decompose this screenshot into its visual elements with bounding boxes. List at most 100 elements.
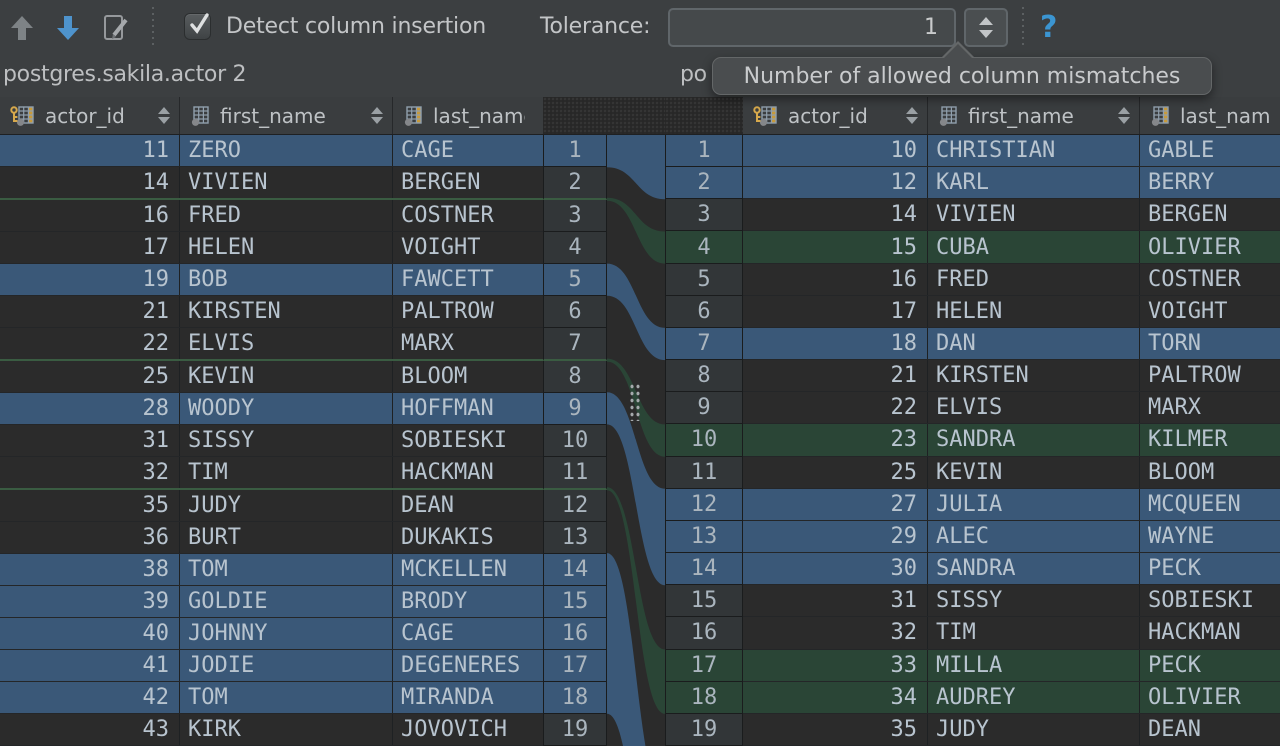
cell-first-name[interactable]: AUDREY xyxy=(928,681,1140,713)
cell-actor-id[interactable]: 35 xyxy=(0,490,180,521)
cell-first-name[interactable]: SANDRA xyxy=(928,553,1140,585)
cell-actor-id[interactable]: 30 xyxy=(743,553,928,585)
cell-actor-id[interactable]: 25 xyxy=(743,456,928,488)
cell-first-name[interactable]: JOHNNY xyxy=(180,618,393,649)
cell-actor-id[interactable]: 43 xyxy=(0,714,180,745)
cell-actor-id[interactable]: 35 xyxy=(743,713,928,745)
cell-first-name[interactable]: KIRSTEN xyxy=(180,296,393,327)
cell-first-name[interactable]: KEVIN xyxy=(180,361,393,392)
row-number[interactable]: 7 xyxy=(543,328,607,361)
cell-last-name[interactable]: BERGEN xyxy=(1148,202,1228,228)
cell-last-name[interactable]: DEGENERES xyxy=(401,653,521,678)
cell-last-name[interactable]: BERRY xyxy=(1148,170,1215,196)
cell-first-name[interactable]: HELEN xyxy=(928,295,1140,327)
cell-last-name[interactable]: KILMER xyxy=(1148,427,1228,453)
cell-actor-id[interactable]: 36 xyxy=(0,522,180,553)
detect-column-insertion-checkbox[interactable] xyxy=(184,13,211,40)
column-header-actor_id[interactable]: actor_id xyxy=(0,97,180,134)
row-number[interactable]: 4 xyxy=(665,231,743,264)
cell-last-name[interactable]: MIRANDA xyxy=(401,685,494,710)
cell-first-name[interactable]: SISSY xyxy=(928,585,1140,617)
cell-actor-id[interactable]: 22 xyxy=(743,392,928,424)
row-number[interactable]: 13 xyxy=(665,520,743,554)
sort-arrows-icon[interactable] xyxy=(371,107,383,124)
cell-last-name[interactable]: VOIGHT xyxy=(401,235,481,260)
cell-actor-id[interactable]: 40 xyxy=(0,618,180,649)
cell-actor-id[interactable]: 17 xyxy=(743,295,928,327)
cell-actor-id[interactable]: 19 xyxy=(0,264,180,295)
cell-last-name[interactable]: DEAN xyxy=(1148,716,1201,742)
cell-last-name[interactable]: HACKMAN xyxy=(1148,620,1241,646)
cell-first-name[interactable]: BURT xyxy=(180,522,393,553)
row-number[interactable]: 9 xyxy=(665,392,743,425)
cell-actor-id[interactable]: 11 xyxy=(0,135,180,166)
cell-actor-id[interactable]: 18 xyxy=(743,327,928,360)
cell-last-name[interactable]: VOIGHT xyxy=(1148,298,1228,324)
row-number[interactable]: 11 xyxy=(543,457,607,490)
cell-last-name[interactable]: MCQUEEN xyxy=(1148,491,1241,517)
row-number[interactable]: 11 xyxy=(665,456,743,489)
row-number[interactable]: 10 xyxy=(543,425,607,457)
cell-first-name[interactable]: FRED xyxy=(180,200,393,231)
cell-last-name[interactable]: GABLE xyxy=(1148,138,1215,164)
cell-last-name[interactable]: COSTNER xyxy=(401,203,494,228)
row-number[interactable]: 14 xyxy=(543,554,607,586)
row-number[interactable]: 3 xyxy=(665,199,743,232)
cell-first-name[interactable]: KEVIN xyxy=(928,456,1140,488)
cell-last-name[interactable]: DEAN xyxy=(401,493,454,518)
cell-first-name[interactable]: KIRK xyxy=(180,714,393,745)
cell-last-name[interactable]: SOBIESKI xyxy=(401,428,507,453)
row-number[interactable]: 19 xyxy=(543,714,607,746)
edit-icon[interactable] xyxy=(100,12,132,44)
cell-last-name[interactable]: CAGE xyxy=(401,621,454,646)
help-icon[interactable]: ? xyxy=(1040,10,1058,45)
cell-actor-id[interactable]: 25 xyxy=(0,361,180,392)
sort-arrows-icon[interactable] xyxy=(906,107,918,124)
cell-first-name[interactable]: ALEC xyxy=(928,520,1140,553)
cell-actor-id[interactable]: 21 xyxy=(0,296,180,327)
cell-actor-id[interactable]: 38 xyxy=(0,554,180,585)
cell-first-name[interactable]: KARL xyxy=(928,167,1140,199)
cell-first-name[interactable]: BOB xyxy=(180,264,393,295)
row-number[interactable]: 8 xyxy=(543,361,607,393)
cell-first-name[interactable]: VIVIEN xyxy=(928,199,1140,231)
cell-actor-id[interactable]: 32 xyxy=(743,617,928,649)
cell-first-name[interactable]: MILLA xyxy=(928,649,1140,681)
row-number[interactable]: 3 xyxy=(543,200,607,232)
tolerance-input[interactable]: 1 xyxy=(668,8,956,47)
cell-first-name[interactable]: GOLDIE xyxy=(180,586,393,617)
cell-actor-id[interactable]: 32 xyxy=(0,457,180,488)
cell-first-name[interactable]: SISSY xyxy=(180,425,393,456)
cell-actor-id[interactable]: 31 xyxy=(743,585,928,617)
cell-actor-id[interactable]: 41 xyxy=(0,650,180,681)
column-header-actor_id[interactable]: actor_id xyxy=(743,97,928,134)
cell-first-name[interactable]: HELEN xyxy=(180,232,393,263)
tolerance-stepper[interactable] xyxy=(964,8,1008,47)
cell-actor-id[interactable]: 17 xyxy=(0,232,180,263)
cell-first-name[interactable]: ELVIS xyxy=(180,328,393,359)
row-number[interactable]: 5 xyxy=(543,264,607,296)
cell-last-name[interactable]: SOBIESKI xyxy=(1148,588,1254,614)
row-number[interactable]: 14 xyxy=(665,553,743,586)
cell-last-name[interactable]: WAYNE xyxy=(1148,523,1215,549)
cell-actor-id[interactable]: 16 xyxy=(743,263,928,295)
cell-first-name[interactable]: FRED xyxy=(928,263,1140,295)
cell-last-name[interactable]: PECK xyxy=(1148,652,1201,678)
move-up-icon[interactable] xyxy=(6,12,38,44)
cell-last-name[interactable]: DUKAKIS xyxy=(401,525,494,550)
cell-last-name[interactable]: BLOOM xyxy=(1148,459,1215,485)
cell-actor-id[interactable]: 14 xyxy=(0,167,180,198)
cell-actor-id[interactable]: 34 xyxy=(743,681,928,713)
row-number[interactable]: 2 xyxy=(665,167,743,200)
row-number[interactable]: 4 xyxy=(543,232,607,264)
cell-first-name[interactable]: KIRSTEN xyxy=(928,360,1140,392)
cell-first-name[interactable]: WOODY xyxy=(180,393,393,424)
row-number[interactable]: 19 xyxy=(665,713,743,746)
cell-first-name[interactable]: TIM xyxy=(180,457,393,488)
cell-actor-id[interactable]: 39 xyxy=(0,586,180,617)
cell-last-name[interactable]: HOFFMAN xyxy=(401,396,494,421)
cell-actor-id[interactable]: 16 xyxy=(0,200,180,231)
row-number[interactable]: 15 xyxy=(665,585,743,618)
cell-last-name[interactable]: MARX xyxy=(401,331,454,356)
row-number[interactable]: 7 xyxy=(665,327,743,361)
